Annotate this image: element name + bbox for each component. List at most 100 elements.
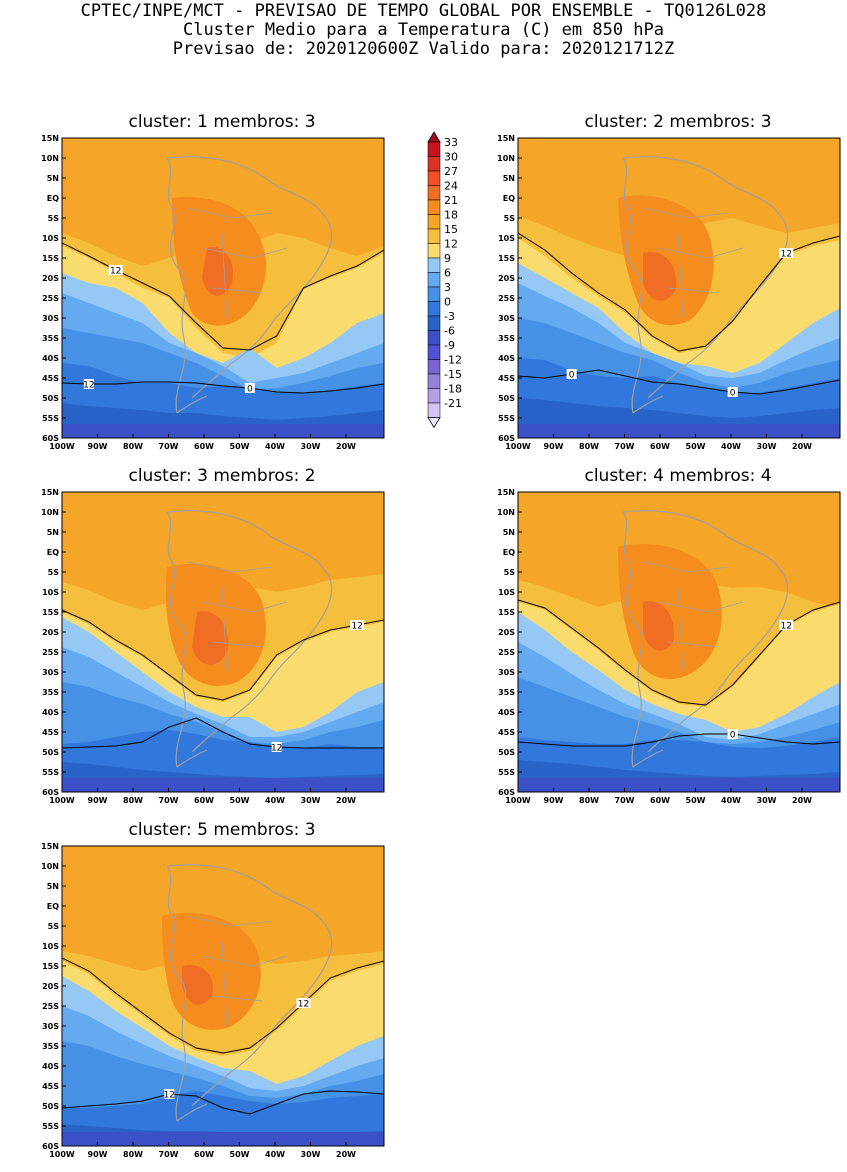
colorbar-swatch — [427, 330, 441, 346]
lat-tick-label: 10S — [42, 588, 59, 597]
lon-tick-label: 50W — [686, 796, 706, 805]
lon-tick-label: 70W — [615, 442, 635, 451]
map-panel-cluster-3: 12 12 15N 10N 5N EQ 5S 10S 15S 20S 25S 30S 35S 40S 45S… — [41, 488, 385, 805]
lat-tick-label: 20S — [42, 274, 59, 283]
lat-tick-label: 40S — [498, 708, 515, 717]
lat-tick-label: 40S — [498, 354, 515, 363]
map-panel-cluster-4: 12 0 15N 10N 5N EQ 5S 10S 15S 20S 25S 30S 35S 40S 45S 5… — [497, 488, 841, 805]
lon-tick-label: 30W — [301, 1150, 321, 1159]
lon-tick-label: 40W — [265, 796, 285, 805]
lat-tick-label: 10N — [41, 508, 59, 517]
colorbar-swatch — [427, 214, 441, 230]
lat-tick-label: 15N — [41, 488, 59, 497]
colorbar-label: -21 — [444, 397, 462, 410]
lat-tick-label: 15S — [498, 254, 515, 263]
lat-tick-label: 40S — [42, 1062, 59, 1071]
lon-tick-label: 60W — [650, 796, 670, 805]
colorbar-label: 0 — [444, 296, 451, 309]
lon-tick-label: 40W — [265, 442, 285, 451]
lat-tick-label: 5S — [48, 922, 60, 931]
lat-tick-label: 20S — [42, 982, 59, 991]
contour-label: 0 — [244, 383, 255, 395]
colorbar-swatch — [427, 156, 441, 172]
lon-tick-label: 90W — [544, 796, 564, 805]
lat-tick-label: 5N — [503, 174, 515, 183]
colorbar-swatch — [427, 228, 441, 244]
lat-tick-label: 45S — [42, 728, 59, 737]
lon-tick-label: 40W — [721, 442, 741, 451]
lat-tick-label: 30S — [42, 1022, 59, 1031]
lat-tick-label: 10S — [42, 942, 59, 951]
contour-label: 12 — [779, 248, 794, 260]
lat-tick-label: 15S — [42, 608, 59, 617]
lon-tick-label: 40W — [265, 1150, 285, 1159]
contour-0 — [62, 381, 384, 394]
lon-tick-label: 50W — [230, 442, 250, 451]
map-frame — [517, 491, 841, 793]
svg-text:12: 12 — [164, 1091, 175, 1101]
svg-text:12: 12 — [271, 744, 282, 754]
lat-tick-label: EQ — [47, 902, 59, 911]
lat-tick-label: 5N — [503, 528, 515, 537]
colorbar-swatch — [427, 402, 441, 418]
lat-tick-label: 50S — [42, 1102, 59, 1111]
colorbar-label: 21 — [444, 194, 458, 207]
lon-tick-label: 60W — [194, 442, 214, 451]
lon-tick-label: 20W — [336, 796, 356, 805]
lon-tick-label: 20W — [792, 796, 812, 805]
colorbar-label: -9 — [444, 339, 455, 352]
lat-tick-label: 5S — [504, 214, 516, 223]
lon-tick-label: 60W — [194, 796, 214, 805]
map-frame — [517, 137, 841, 439]
lat-tick-label: 50S — [498, 748, 515, 757]
lon-tick-label: 90W — [88, 442, 108, 451]
colorbar-label: 9 — [444, 252, 451, 265]
panel-title-cluster-4: cluster: 4 membros: 4 — [584, 466, 772, 486]
lon-tick-label: 80W — [123, 796, 143, 805]
lat-tick-label: 55S — [42, 1122, 59, 1131]
svg-text:12: 12 — [298, 1000, 309, 1010]
lon-tick-label: 40W — [721, 796, 741, 805]
lon-tick-label: 30W — [301, 796, 321, 805]
lat-tick-label: 30S — [42, 668, 59, 677]
colorbar-top-arrow — [427, 131, 441, 143]
map-frame — [61, 491, 385, 793]
colorbar-swatch — [427, 141, 441, 157]
lat-tick-label: 5S — [48, 568, 60, 577]
lat-tick-label: 10S — [498, 234, 515, 243]
lon-tick-label: 80W — [123, 1150, 143, 1159]
lat-tick-label: 30S — [498, 314, 515, 323]
contour-label: 12 — [779, 620, 794, 632]
lat-tick-label: 5N — [47, 528, 59, 537]
colorbar-label: 18 — [444, 209, 458, 222]
lon-tick-label: 70W — [159, 796, 179, 805]
lat-tick-label: 45S — [42, 1082, 59, 1091]
lat-tick-label: 5N — [47, 174, 59, 183]
lat-tick-label: 30S — [42, 314, 59, 323]
colorbar-swatch — [427, 388, 441, 404]
lat-tick-label: 25S — [42, 648, 59, 657]
lon-tick-label: 100W — [49, 442, 75, 451]
colorbar-label: 12 — [444, 238, 458, 251]
svg-text:12: 12 — [781, 622, 792, 632]
colorbar-label: 15 — [444, 223, 458, 236]
colorbar-swatch — [427, 272, 441, 288]
lat-tick-label: 15N — [41, 134, 59, 143]
colorbar-label: 24 — [444, 180, 458, 193]
lat-tick-label: EQ — [503, 548, 515, 557]
colorbar-label: -6 — [444, 325, 455, 338]
lon-tick-label: 30W — [757, 442, 777, 451]
lat-tick-label: 35S — [42, 688, 59, 697]
contour-label: 12 — [271, 742, 282, 754]
contour-label: 12 — [164, 1089, 175, 1101]
lon-tick-label: 80W — [123, 442, 143, 451]
lat-tick-label: EQ — [503, 194, 515, 203]
lat-tick-label: 35S — [498, 334, 515, 343]
map-frame — [61, 845, 385, 1147]
lon-tick-label: 60W — [194, 1150, 214, 1159]
lon-tick-label: 20W — [336, 1150, 356, 1159]
contour-label: 0 — [727, 387, 738, 399]
lon-tick-label: 50W — [230, 796, 250, 805]
colorbar-label: 6 — [444, 267, 451, 280]
lat-tick-label: 20S — [498, 628, 515, 637]
